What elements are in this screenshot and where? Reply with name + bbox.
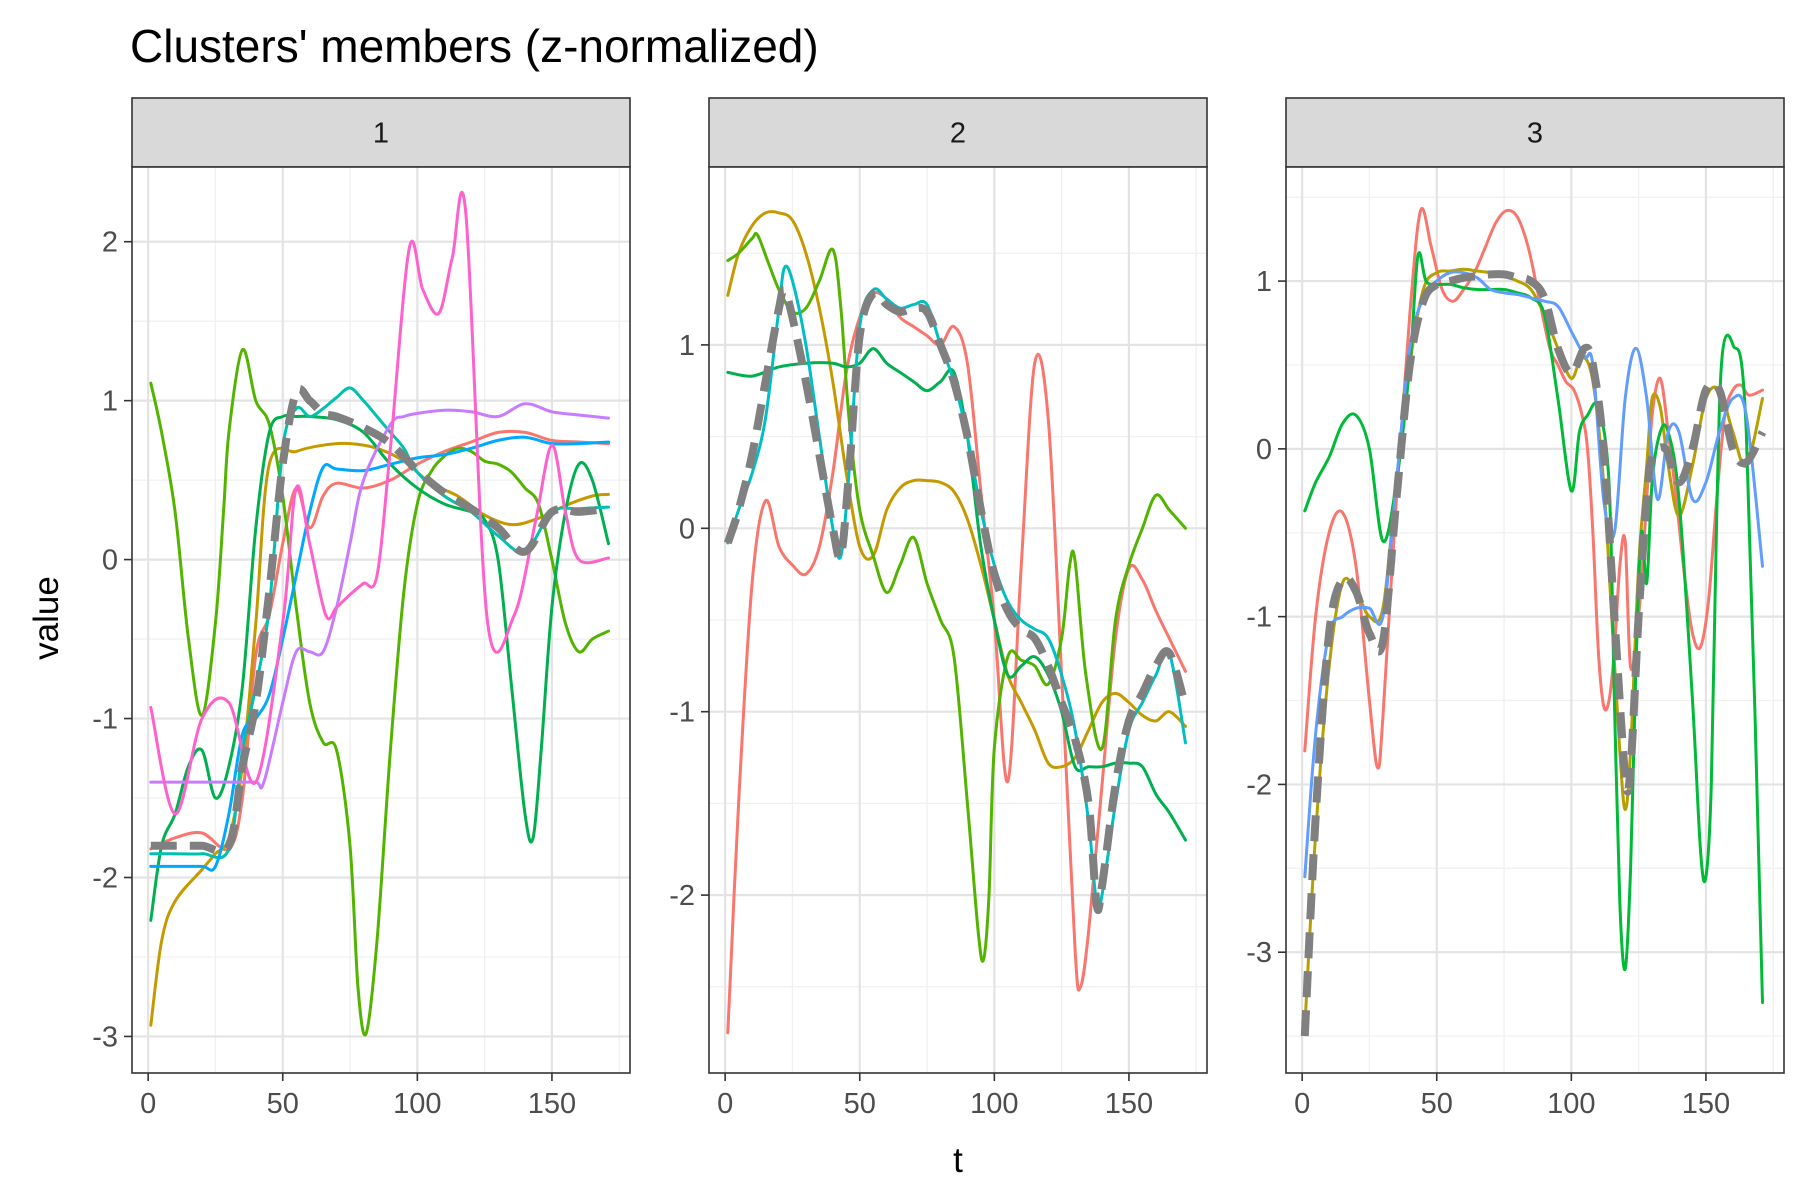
series-line-3 (149, 348, 610, 1037)
series-line-8 (149, 190, 610, 816)
y-tick-label: 0 (679, 513, 695, 545)
y-tick-label: 0 (1256, 434, 1272, 466)
y-tick-label: -2 (1246, 769, 1272, 801)
y-tick-label: -2 (92, 862, 118, 894)
facet-panel-2: 2 0 50 100 150 -2 -1 0 1 (669, 97, 1208, 1120)
series-group (1300, 206, 1767, 1037)
centroid-line (723, 285, 1190, 915)
facet-panel-3: 3 0 50 100 150 -3 -2 -1 0 1 (1246, 97, 1785, 1120)
x-tick-label: 100 (970, 1088, 1018, 1120)
y-tick-label: 0 (102, 545, 118, 577)
y-tick-label: -1 (92, 704, 118, 736)
y-tick-label: -3 (92, 1021, 118, 1053)
x-tick-label: 0 (140, 1088, 156, 1120)
series-group (723, 210, 1190, 1035)
x-tick-label: 100 (1547, 1088, 1595, 1120)
x-tick-label: 50 (267, 1088, 299, 1120)
panel-border (708, 166, 1208, 1074)
series-line-2 (149, 441, 610, 1027)
series-line-2 (726, 210, 1187, 770)
y-tick-label: -1 (669, 697, 695, 729)
chart-title: Clusters' members (z-normalized) (130, 20, 819, 72)
panel-border (1285, 166, 1785, 1074)
y-tick-label: 1 (679, 330, 695, 362)
series-line-6 (149, 435, 610, 872)
y-tick-label: 2 (102, 227, 118, 259)
series-group (149, 190, 610, 1037)
y-axis-title: value (27, 576, 66, 660)
facet-strip-label: 3 (1527, 118, 1543, 150)
facet-strip-label: 2 (950, 118, 966, 150)
x-tick-label: 150 (1105, 1088, 1153, 1120)
x-tick-label: 150 (1682, 1088, 1730, 1120)
centroid-line (150, 384, 609, 856)
y-tick-label: -1 (1246, 602, 1272, 634)
y-tick-label: 1 (1256, 266, 1272, 298)
facet-panel-1: 1 0 50 100 150 -3 -2 -1 0 1 2 (92, 97, 631, 1120)
x-tick-label: 0 (1294, 1088, 1310, 1120)
x-tick-label: 50 (844, 1088, 876, 1120)
x-tick-label: 150 (528, 1088, 576, 1120)
series-line-3 (726, 231, 1187, 963)
plot-background (132, 167, 630, 1073)
series-line-4 (1303, 270, 1764, 879)
x-axis-title: t (953, 1141, 963, 1180)
y-tick-label: -3 (1246, 937, 1272, 969)
panel-border (131, 166, 631, 1074)
y-tick-label: 1 (102, 386, 118, 418)
x-tick-label: 0 (717, 1088, 733, 1120)
x-tick-label: 50 (1421, 1088, 1453, 1120)
centroid-line (1300, 270, 1767, 1037)
facet-strip (131, 97, 631, 168)
x-tick-label: 100 (393, 1088, 441, 1120)
facet-strip-label: 1 (373, 118, 389, 150)
facet-strip (1285, 97, 1785, 168)
y-tick-label: -2 (669, 880, 695, 912)
